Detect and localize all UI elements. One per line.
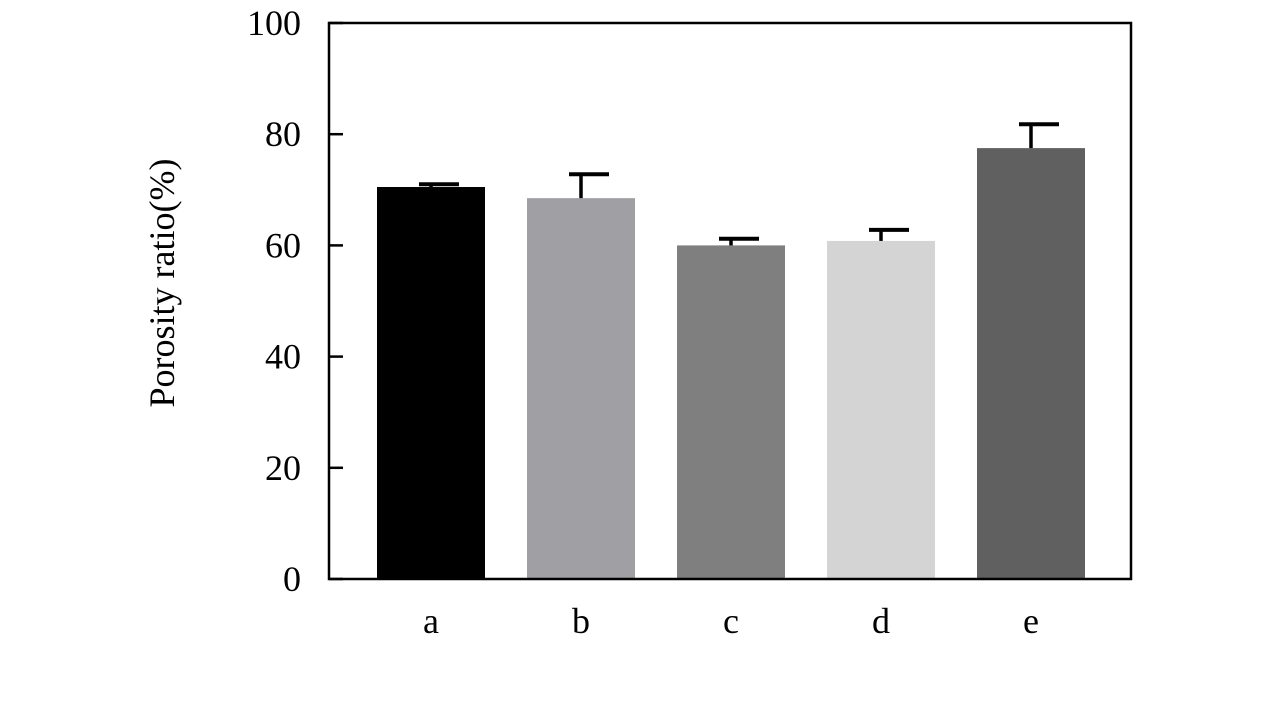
bar-d xyxy=(827,240,935,579)
error-bars-layer xyxy=(419,122,1059,246)
bar-b xyxy=(527,198,635,579)
x-tick-label-d: d xyxy=(872,601,890,641)
y-tick-label: 0 xyxy=(283,559,301,599)
x-tick-label-b: b xyxy=(572,601,590,641)
x-tick-label-e: e xyxy=(1023,601,1039,641)
plot-frame xyxy=(327,21,1133,581)
y-tick-label: 80 xyxy=(265,114,301,154)
x-tick-label-a: a xyxy=(423,601,439,641)
bar-e xyxy=(977,148,1085,579)
bar-c xyxy=(677,245,785,579)
y-tick-label: 40 xyxy=(265,337,301,377)
x-tick-label-c: c xyxy=(723,601,739,641)
x-axis-tick-labels: a b c d e xyxy=(423,601,1039,641)
y-tick-label: 20 xyxy=(265,448,301,488)
y-tick-label: 60 xyxy=(265,225,301,265)
y-tick-label: 100 xyxy=(247,3,301,43)
y-axis-label: Porosity ratio(%) xyxy=(142,159,182,408)
y-axis-ticks: 0 20 40 60 80 100 xyxy=(247,3,343,599)
bar-a xyxy=(377,187,485,579)
bars-layer xyxy=(377,148,1085,579)
